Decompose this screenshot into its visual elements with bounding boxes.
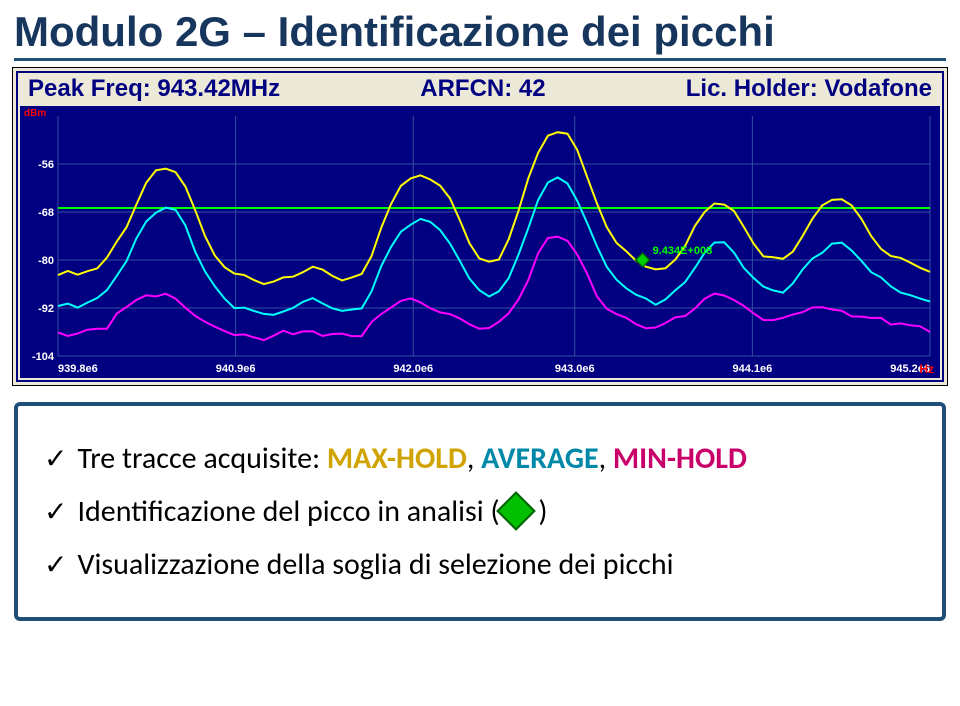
svg-text:-92: -92 (38, 303, 54, 315)
svg-text:943.0e6: 943.0e6 (555, 363, 595, 375)
bullet-2: ✓ Identificazione del picco in analisi (… (44, 493, 916, 530)
b1-sep1: , (467, 440, 481, 477)
arfcn-v: 42 (519, 75, 546, 102)
peak-label: Peak Freq: (28, 75, 151, 102)
arfcn-label: ARFCN: 42 (420, 75, 545, 103)
svg-text:-104: -104 (32, 351, 55, 363)
svg-text:-68: -68 (38, 207, 54, 219)
svg-text:940.9e6: 940.9e6 (216, 363, 256, 375)
bullet-2-text: Identificazione del picco in analisi ( ) (77, 493, 547, 530)
b1-average: AVERAGE (481, 440, 598, 477)
b1-prefix: Tre tracce acquisite: (77, 440, 326, 477)
peak-freq-label: Peak Freq: 943.42MHz (28, 75, 280, 103)
peak-value: 943.42MHz (157, 75, 280, 102)
svg-text:9.434E+008: 9.434E+008 (653, 245, 713, 257)
check-icon: ✓ (44, 445, 67, 473)
title-area: Modulo 2G – Identificazione dei picchi (0, 0, 960, 58)
bullet-box: ✓ Tre tracce acquisite: MAX-HOLD, AVERAG… (14, 402, 946, 621)
svg-text:939.8e6: 939.8e6 (58, 363, 98, 375)
check-icon: ✓ (44, 551, 67, 579)
arfcn-k: ARFCN: (420, 75, 512, 102)
chart-container: Peak Freq: 943.42MHz ARFCN: 42 Lic. Hold… (12, 67, 948, 386)
b1-sep2: , (599, 440, 613, 477)
svg-text:942.0e6: 942.0e6 (393, 363, 433, 375)
diamond-icon (496, 491, 536, 531)
x-unit-label: Hz (919, 362, 934, 376)
chart-inner: Peak Freq: 943.42MHz ARFCN: 42 Lic. Hold… (16, 71, 944, 382)
page-title: Modulo 2G – Identificazione dei picchi (14, 8, 946, 56)
b1-maxhold: MAX-HOLD (327, 440, 467, 477)
bullet-1-text: Tre tracce acquisite: MAX-HOLD, AVERAGE,… (77, 440, 746, 477)
holder-v: Vodafone (824, 75, 932, 102)
info-bar: Peak Freq: 943.42MHz ARFCN: 42 Lic. Hold… (18, 73, 942, 104)
holder-k: Lic. Holder: (686, 75, 818, 102)
check-icon: ✓ (44, 498, 67, 526)
plot-area: dBm -56 -68 -80 -92 -104939.8e6 940.9e6 942.0e… (20, 106, 940, 378)
y-unit-label: dBm (24, 108, 46, 119)
svg-text:944.1e6: 944.1e6 (732, 363, 772, 375)
b2-prefix: Identificazione del picco in analisi ( (77, 493, 499, 530)
bullet-3: ✓ Visualizzazione della soglia di selezi… (44, 546, 916, 583)
title-underline (14, 58, 946, 61)
holder-label: Lic. Holder: Vodafone (686, 75, 932, 103)
spectrum-chart: -56 -68 -80 -92 -104939.8e6 940.9e6 942.0e6 943… (20, 106, 940, 378)
svg-text:-56: -56 (38, 159, 54, 171)
bullet-3-text: Visualizzazione della soglia di selezion… (77, 546, 673, 583)
slide: Modulo 2G – Identificazione dei picchi P… (0, 0, 960, 706)
b1-minhold: MIN-HOLD (613, 440, 747, 477)
bullet-1: ✓ Tre tracce acquisite: MAX-HOLD, AVERAG… (44, 440, 916, 477)
svg-text:-80: -80 (38, 255, 54, 267)
